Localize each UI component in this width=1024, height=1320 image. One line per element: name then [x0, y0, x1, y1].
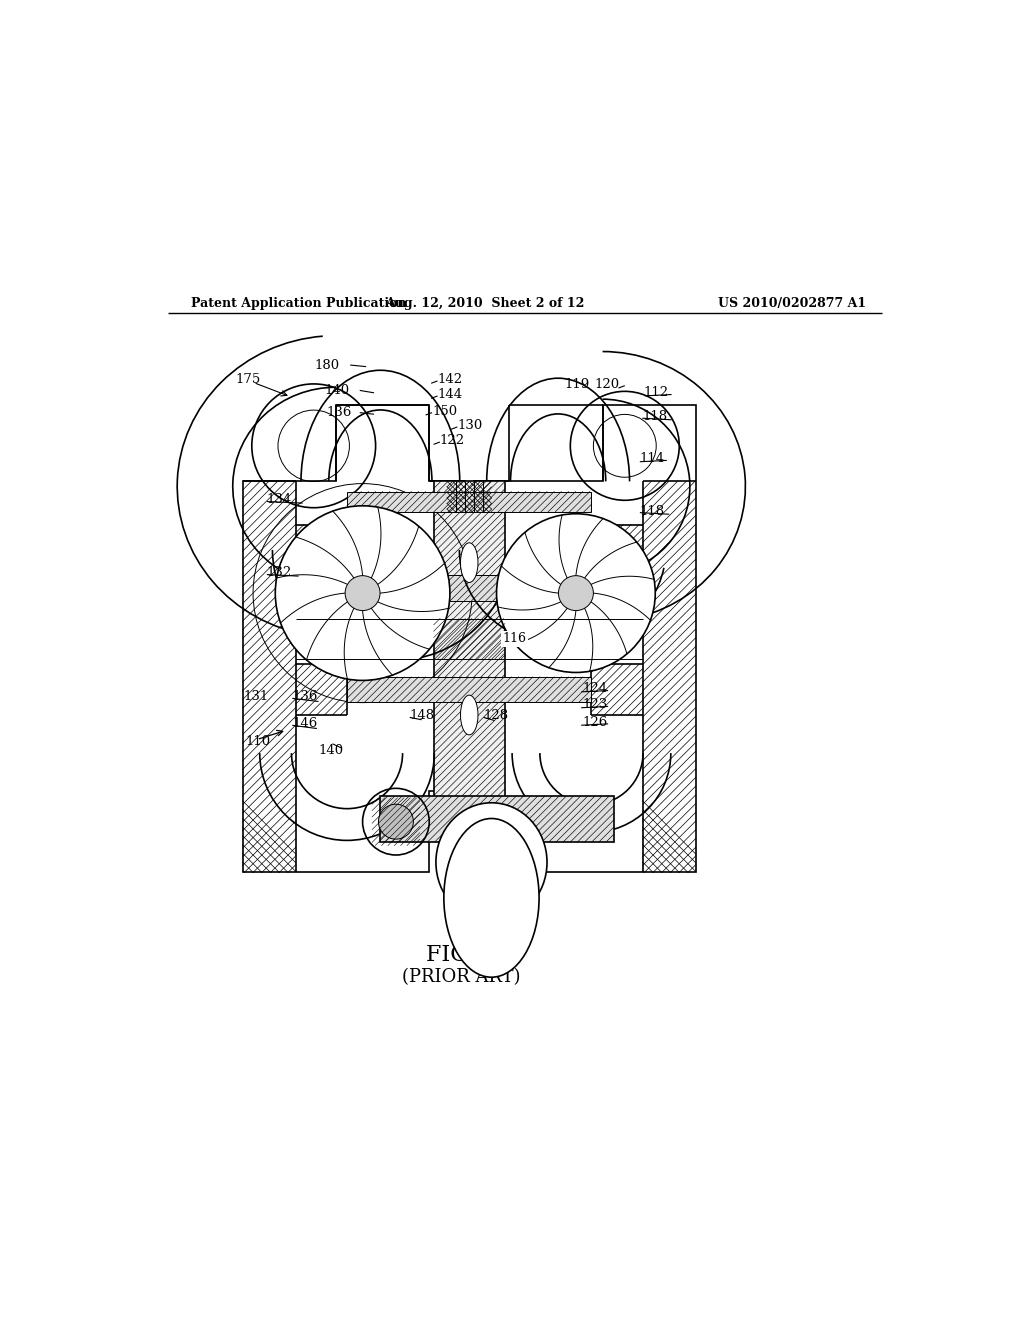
Circle shape: [497, 513, 655, 672]
Text: Patent Application Publication: Patent Application Publication: [191, 297, 407, 310]
Circle shape: [275, 506, 450, 680]
Text: 110: 110: [246, 735, 270, 747]
Text: 124: 124: [582, 682, 607, 696]
Ellipse shape: [461, 543, 478, 582]
Text: 119: 119: [564, 378, 590, 391]
Ellipse shape: [436, 803, 547, 921]
Text: 140: 140: [318, 744, 344, 758]
Circle shape: [379, 804, 414, 840]
Text: 146: 146: [292, 717, 317, 730]
Text: 175: 175: [236, 372, 260, 385]
Ellipse shape: [461, 696, 478, 735]
Text: 122: 122: [440, 434, 465, 447]
Ellipse shape: [443, 818, 539, 977]
Text: 118: 118: [640, 504, 665, 517]
Text: 148: 148: [410, 709, 435, 722]
Text: 132: 132: [267, 566, 292, 579]
Text: 126: 126: [582, 715, 607, 729]
Text: 131: 131: [243, 690, 268, 704]
Text: 116: 116: [503, 632, 526, 645]
Text: 114: 114: [640, 453, 665, 465]
Text: 123: 123: [582, 698, 607, 711]
Text: 128: 128: [483, 709, 509, 722]
Text: 180: 180: [314, 359, 340, 371]
Text: 136: 136: [292, 690, 317, 704]
Text: 120: 120: [595, 378, 620, 391]
Circle shape: [345, 576, 380, 611]
Text: 130: 130: [458, 418, 482, 432]
Bar: [380, 796, 613, 842]
Text: (PRIOR ART): (PRIOR ART): [402, 968, 520, 986]
Text: 140: 140: [325, 384, 350, 397]
Bar: [434, 482, 505, 812]
Text: 150: 150: [432, 404, 457, 417]
Text: 112: 112: [644, 387, 669, 400]
Bar: [347, 491, 592, 512]
Bar: [347, 576, 592, 601]
Text: 118: 118: [642, 411, 668, 424]
Bar: [347, 677, 592, 702]
Text: Aug. 12, 2010  Sheet 2 of 12: Aug. 12, 2010 Sheet 2 of 12: [385, 297, 585, 310]
Circle shape: [558, 576, 593, 611]
Text: 144: 144: [437, 388, 463, 401]
Text: 136: 136: [327, 407, 352, 420]
Text: 142: 142: [437, 372, 463, 385]
Text: 134: 134: [267, 494, 292, 507]
Text: US 2010/0202877 A1: US 2010/0202877 A1: [718, 297, 866, 310]
Text: FIG. 2: FIG. 2: [427, 944, 496, 966]
